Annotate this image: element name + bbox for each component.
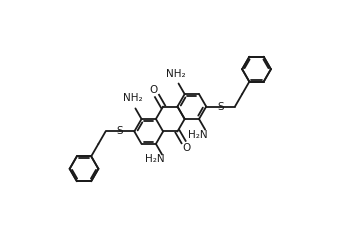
Text: H₂N: H₂N [145,154,165,164]
Text: O: O [183,143,191,153]
Text: S: S [217,102,224,112]
Text: H₂N: H₂N [188,129,208,139]
Text: NH₂: NH₂ [123,94,143,104]
Text: NH₂: NH₂ [166,69,185,79]
Text: S: S [117,126,123,136]
Text: O: O [150,85,158,95]
